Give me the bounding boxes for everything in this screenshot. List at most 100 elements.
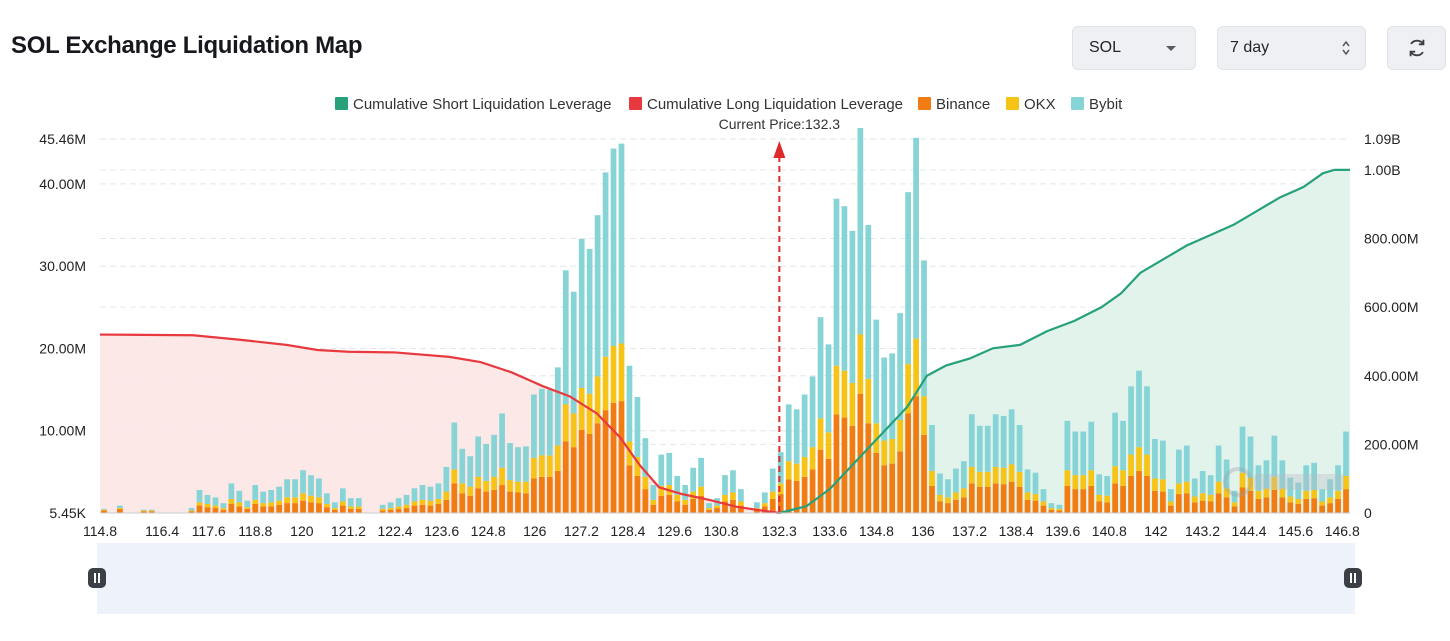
bar-bybit: [682, 485, 689, 500]
x-axis-tick: 146.8: [1325, 523, 1360, 539]
bar-binance: [1128, 475, 1134, 513]
bar-bybit: [801, 394, 808, 458]
bar-bybit: [1008, 409, 1015, 465]
bar-bybit: [554, 367, 561, 446]
bar-binance: [324, 507, 330, 513]
bar-bybit: [1311, 462, 1318, 490]
bar-bybit: [1199, 471, 1206, 494]
watermark-wordmark: [1254, 474, 1344, 490]
x-axis-tick: 138.4: [999, 523, 1034, 539]
left-axis-tick: 20.00M: [39, 340, 86, 356]
bar-binance: [889, 463, 896, 513]
bar-bybit: [188, 508, 195, 511]
slider-handle-right[interactable]: [1344, 568, 1362, 588]
bar-okx: [865, 378, 872, 424]
x-axis-tick: 116.4: [145, 523, 179, 539]
bar-okx: [244, 507, 251, 509]
bar-binance: [1016, 486, 1023, 513]
bar-binance: [140, 511, 147, 513]
bar-binance: [1104, 502, 1111, 513]
time-range-select[interactable]: 7 day: [1217, 26, 1366, 70]
bar-bybit: [674, 475, 681, 495]
bar-okx: [220, 508, 227, 510]
bar-okx: [984, 471, 991, 487]
bar-okx: [1120, 470, 1126, 486]
bar-okx: [929, 471, 935, 486]
current-price-label: Current Price:132.3: [719, 116, 841, 132]
bar-okx: [491, 476, 497, 490]
bar-okx: [714, 505, 720, 509]
bar-okx: [785, 461, 792, 480]
bar-binance: [690, 499, 697, 513]
bar-okx: [833, 365, 840, 415]
bar-bybit: [578, 239, 585, 388]
refresh-button[interactable]: [1387, 26, 1446, 70]
bar-okx: [204, 503, 211, 508]
handle-grip: [94, 573, 96, 583]
x-axis-tick: 121.2: [331, 523, 366, 539]
bar-binance: [873, 452, 880, 513]
bar-okx: [539, 455, 545, 477]
bar-binance: [1263, 497, 1270, 513]
legend-swatch: [335, 97, 348, 110]
bar-bybit: [427, 486, 434, 501]
right-axis-tick: 600.00M: [1364, 299, 1418, 315]
bar-okx: [690, 491, 697, 500]
bar-binance: [905, 413, 911, 513]
bar-okx: [451, 469, 458, 484]
bar-binance: [332, 509, 338, 513]
bar-bybit: [332, 502, 338, 509]
bar-okx: [570, 413, 577, 448]
coin-select[interactable]: SOL: [1072, 26, 1196, 70]
bar-bybit: [562, 270, 569, 405]
bar-bybit: [1032, 472, 1039, 495]
coin-select-value: SOL: [1089, 39, 1122, 56]
bar-bybit: [1152, 438, 1158, 479]
x-axis-tick: 123.6: [424, 523, 459, 539]
bar-bybit: [1223, 459, 1230, 489]
bar-binance: [738, 505, 744, 513]
bar-binance: [491, 489, 497, 513]
bar-okx: [332, 508, 338, 510]
watermark-ring: [1223, 467, 1253, 497]
bar-bybit: [610, 148, 617, 346]
bar-binance: [801, 476, 808, 513]
bar-binance: [268, 506, 275, 513]
bar-bybit: [706, 503, 712, 509]
slider-handle-left[interactable]: [88, 568, 106, 588]
bar-okx: [1088, 470, 1095, 486]
bar-binance: [953, 499, 959, 513]
range-slider[interactable]: [88, 543, 1362, 614]
bar-okx: [881, 440, 888, 466]
bar-bybit: [101, 508, 107, 510]
bar-bybit: [841, 206, 848, 371]
bar-binance: [523, 493, 529, 513]
bar-bybit: [594, 215, 601, 377]
bar-binance: [1024, 499, 1031, 513]
coinglass-logo-icon: [1223, 467, 1344, 497]
bar-binance: [570, 447, 577, 513]
bar-binance: [546, 476, 553, 513]
bar-binance: [610, 402, 617, 513]
bar-bybit: [897, 313, 904, 421]
bar-okx: [1080, 475, 1087, 490]
bar-okx: [1247, 477, 1254, 491]
bar-okx: [507, 480, 513, 492]
bar-okx: [825, 432, 832, 459]
bar-bybit: [316, 478, 322, 498]
x-axis-tick: 144.4: [1232, 523, 1267, 539]
bar-binance: [1343, 489, 1349, 513]
bar-binance: [1160, 491, 1166, 513]
bar-binance: [220, 509, 227, 513]
bar-okx: [339, 501, 346, 506]
bar-binance: [968, 483, 975, 513]
bar-bybit: [1000, 415, 1007, 468]
bar-bybit: [483, 443, 490, 481]
x-axis-tick: 118.8: [238, 523, 272, 539]
bar-bybit: [626, 365, 633, 442]
bar-bybit: [650, 485, 657, 500]
bar-bybit: [666, 452, 673, 486]
x-axis-tick: 126: [523, 523, 547, 539]
chevron-down-icon: [1166, 46, 1176, 51]
bar-okx: [292, 497, 298, 504]
